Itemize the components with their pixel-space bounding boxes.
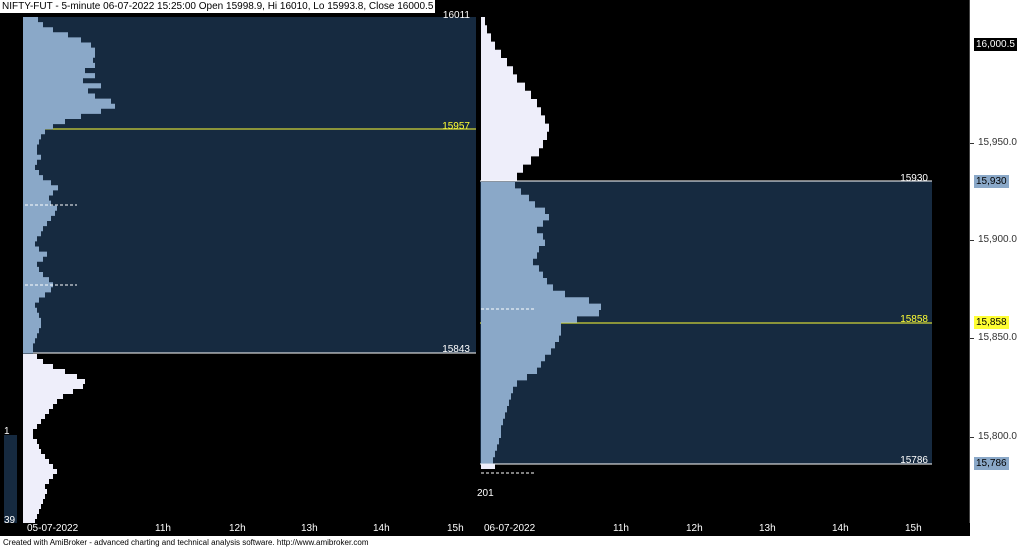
volume-profile: [481, 464, 495, 469]
time-tick: 14h: [373, 523, 390, 534]
chart-area[interactable]: 16011 15957 15843 1 39 15930 15858 15786 201 NIF…: [0, 0, 970, 523]
price-axis[interactable]: 16,000.5 15,950.0 15,930 15,900.0 15,858…: [970, 0, 1024, 523]
time-tick: 13h: [301, 523, 318, 534]
value-area-high-label: 15930: [900, 173, 928, 184]
axis-value-area-high: 15,930: [974, 175, 1009, 188]
poc-label: 15957: [442, 121, 470, 132]
volume-profile: [481, 17, 549, 181]
time-tick: 12h: [686, 523, 703, 534]
time-tick: 11h: [613, 523, 629, 534]
time-tick: 11h: [155, 523, 171, 534]
time-tick: 12h: [229, 523, 246, 534]
date-label-day1: 05-07-2022: [27, 523, 79, 534]
time-tick: 15h: [905, 523, 922, 534]
axis-tick-mark: [970, 338, 974, 339]
volume-label: 201: [477, 488, 494, 499]
price-chart: 16011 15957 15843 1 39 15930 15858 15786 201: [4, 0, 970, 523]
volume-profile: [481, 182, 601, 464]
axis-tick-label: 15,950.0: [978, 137, 1017, 148]
value-area-low-label: 15843: [442, 344, 470, 355]
axis-tick-mark: [970, 437, 974, 438]
chart-title: NIFTY-FUT - 5-minute 06-07-2022 15:25:00…: [0, 0, 436, 13]
time-tick: 15h: [447, 523, 464, 534]
axis-tick-label: 15,850.0: [978, 332, 1017, 343]
time-tick: 13h: [759, 523, 776, 534]
footer-credit: Created with AmiBroker - advanced charti…: [0, 536, 1024, 549]
poc-label: 15858: [900, 314, 928, 325]
side-label: 1: [4, 426, 10, 437]
axis-value-area-low: 15,786: [974, 457, 1009, 470]
axis-tick-mark: [970, 143, 974, 144]
axis-tick-label: 15,900.0: [978, 234, 1017, 245]
axis-tick-mark: [970, 240, 974, 241]
date-label-day2: 06-07-2022: [484, 523, 536, 534]
axis-tick-label: 15,800.0: [978, 431, 1017, 442]
side-label: 39: [4, 515, 16, 523]
profile-high-label: 16011: [443, 10, 471, 21]
time-axis: 05-07-2022 11h 12h 13h 14h 15h 06-07-202…: [0, 523, 970, 536]
axis-poc-badge: 15,858: [974, 316, 1009, 329]
time-tick: 14h: [832, 523, 849, 534]
value-area-box: [23, 17, 476, 353]
side-panel: [4, 435, 17, 523]
value-area-low-label: 15786: [900, 455, 928, 466]
current-price-badge: 16,000.5: [974, 38, 1017, 51]
volume-profile: [23, 17, 115, 354]
volume-profile: [23, 354, 85, 523]
